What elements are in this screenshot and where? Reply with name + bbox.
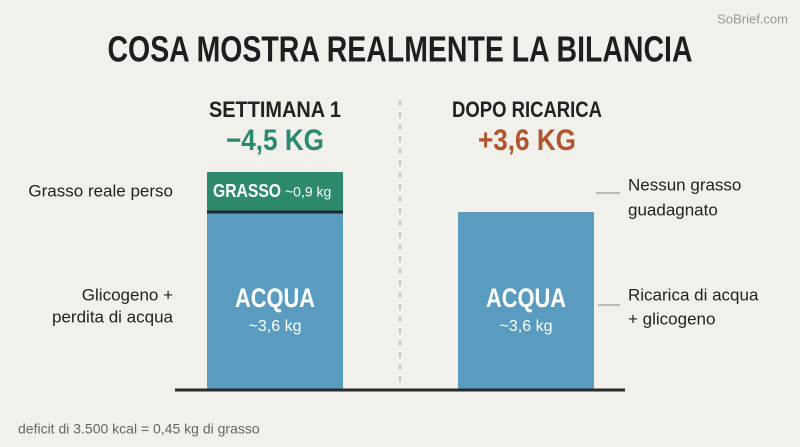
fat-segment [207, 172, 343, 212]
column-header: SETTIMANA 1 [209, 97, 341, 122]
water-amount: ~3,6 kg [249, 318, 302, 335]
water-label: ACQUA [486, 283, 566, 313]
water-segment [207, 212, 343, 390]
note: Nessun grasso [628, 175, 741, 194]
note: Grasso reale perso [28, 181, 173, 200]
fat-label: GRASSO [213, 181, 281, 201]
fat-amount: ~0,9 kg [285, 184, 331, 200]
note: + glicogeno [628, 309, 715, 328]
note: perdita di acqua [52, 307, 174, 326]
note: Glicogeno + [82, 285, 173, 304]
note: Ricarica di acqua [628, 285, 759, 304]
column-header: DOPO RICARICA [452, 97, 602, 122]
water-segment [458, 212, 594, 390]
title: COSA MOSTRA REALMENTE LA BILANCIA [108, 29, 693, 70]
change: −4,5 KG [226, 124, 324, 157]
watermark: SoBrief.com [717, 11, 788, 26]
note: guadagnato [628, 200, 718, 219]
change: +3,6 KG [478, 124, 576, 157]
footer: deficit di 3.500 kcal = 0,45 kg di grass… [18, 421, 260, 437]
water-label: ACQUA [235, 283, 315, 313]
water-amount: ~3,6 kg [500, 318, 553, 335]
